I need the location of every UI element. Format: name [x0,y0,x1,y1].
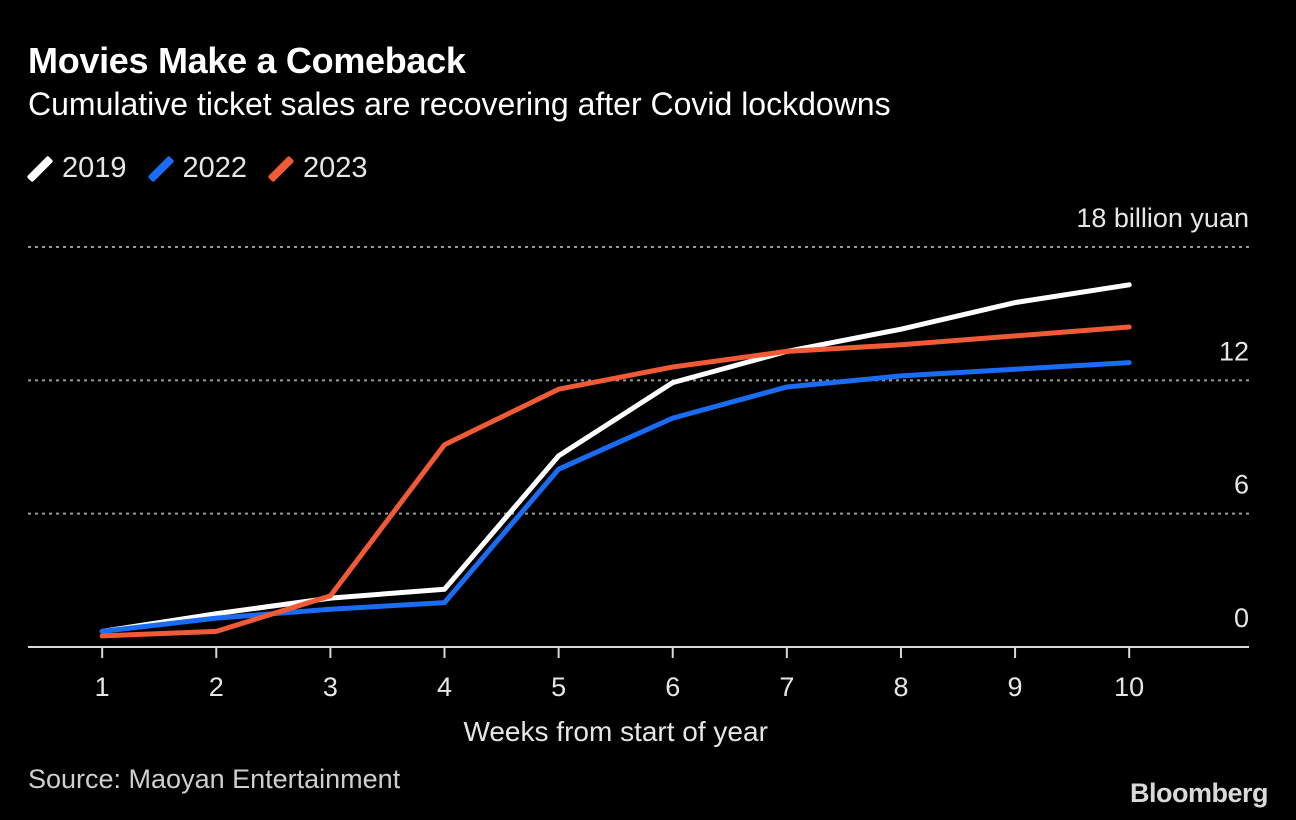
x-axis-title: Weeks from start of year [463,716,767,747]
x-tick-label-3: 3 [323,672,338,702]
legend-item-2019: 2019 [26,152,127,185]
y-tick-label-12: 12 [1219,336,1249,366]
x-tick-label-10: 10 [1114,672,1144,702]
legend-label-2022: 2022 [182,152,248,184]
legend: 2019 2022 2023 [26,152,390,185]
x-tick-label-1: 1 [95,672,110,702]
legend-label-2019: 2019 [62,152,127,184]
y-tick-label-0: 0 [1234,603,1249,633]
chart-subtitle: Cumulative ticket sales are recovering a… [28,86,891,122]
source-note: Source: Maoyan Entertainment [28,764,401,794]
series-line-2023 [99,324,1132,639]
x-tick-label-5: 5 [551,672,566,702]
x-tick-label-6: 6 [665,672,680,702]
x-tick-label-4: 4 [437,672,452,702]
x-tick-label-2: 2 [209,672,224,702]
x-tick-label-9: 9 [1008,672,1023,702]
legend-item-2022: 2022 [147,152,248,185]
series-line-2019 [99,282,1132,634]
series-line-2022 [99,360,1132,634]
x-tick-label-8: 8 [893,672,908,702]
y-tick-label-6: 6 [1234,470,1249,500]
x-tick-label-7: 7 [779,672,794,702]
bloomberg-logo: Bloomberg [1129,778,1269,808]
legend-label-2023: 2023 [303,152,368,184]
chart-title: Movies Make a Comeback [28,40,466,81]
legend-item-2023: 2023 [267,152,368,185]
y-unit-label: 18 billion yuan [1076,203,1249,233]
